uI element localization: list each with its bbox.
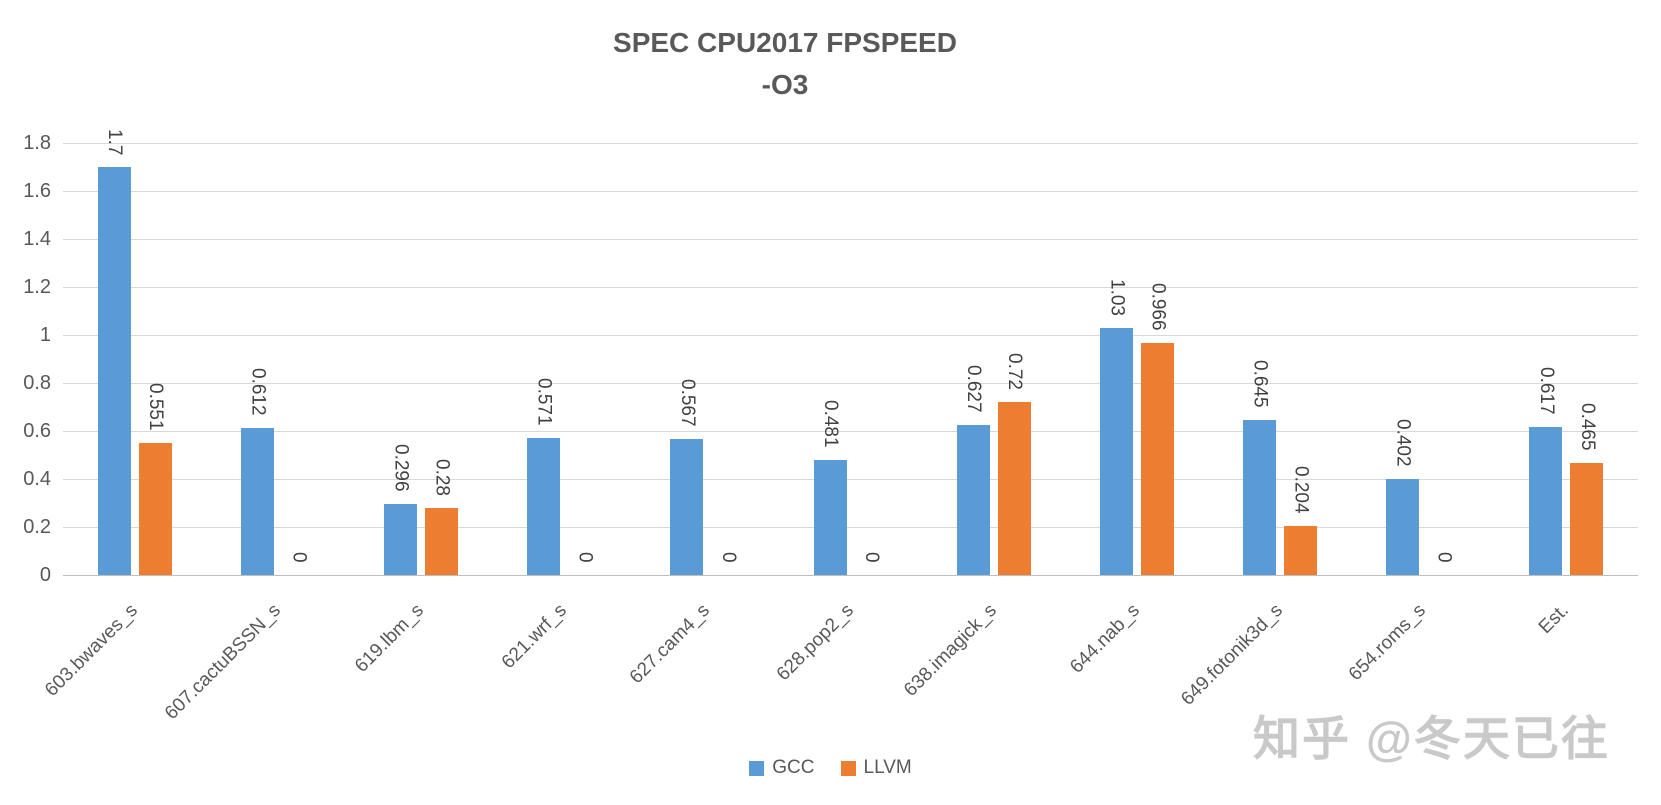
value-label-llvm-627.cam4_s: 0 — [717, 552, 739, 563]
gridline — [63, 527, 1638, 528]
legend-swatch-gcc — [749, 760, 765, 776]
value-label-llvm-638.imagick_s: 0.72 — [1004, 353, 1026, 390]
legend: GCC LLVM — [0, 757, 1661, 779]
y-tick-label: 0.2 — [23, 516, 51, 538]
value-label-llvm-607.cactuBSSN_s: 0 — [288, 552, 310, 563]
gridline — [63, 335, 1638, 336]
legend-item-gcc: GCC — [749, 757, 815, 779]
bar-gcc-649.fotonik3d_s — [1243, 420, 1277, 575]
value-label-gcc-619.lbm_s: 0.296 — [390, 444, 412, 492]
legend-label-gcc: GCC — [772, 757, 815, 778]
bar-gcc-638.imagick_s — [956, 425, 990, 575]
value-label-gcc-644.nab_s: 1.03 — [1106, 279, 1128, 316]
gridline — [63, 383, 1638, 384]
bar-llvm-603.bwaves_s — [138, 443, 172, 575]
bar-llvm-Est. — [1570, 463, 1604, 575]
value-label-gcc-603.bwaves_s: 1.7 — [104, 128, 126, 155]
bar-gcc-628.pop2_s — [813, 460, 847, 575]
y-tick-label: 1.8 — [23, 132, 51, 154]
gridline — [63, 479, 1638, 480]
bar-llvm-649.fotonik3d_s — [1284, 526, 1318, 575]
bar-llvm-638.imagick_s — [997, 402, 1031, 575]
bar-llvm-619.lbm_s — [424, 508, 458, 575]
x-axis-line — [63, 575, 1638, 576]
value-label-gcc-628.pop2_s: 0.481 — [820, 400, 841, 448]
bar-gcc-644.nab_s — [1099, 328, 1133, 575]
gridline — [63, 143, 1638, 144]
bar-gcc-627.cam4_s — [670, 439, 704, 575]
gridline — [63, 239, 1638, 240]
bar-gcc-619.lbm_s — [383, 504, 417, 575]
bar-gcc-603.bwaves_s — [97, 167, 131, 575]
value-label-gcc-621.wrf_s: 0.571 — [533, 378, 555, 426]
y-tick-label: 0.4 — [23, 468, 51, 490]
y-tick-label: 0.6 — [23, 420, 51, 442]
y-tick-label: 1.6 — [23, 180, 51, 202]
bar-gcc-607.cactuBSSN_s — [240, 428, 274, 575]
value-label-llvm-603.bwaves_s: 0.551 — [145, 383, 167, 431]
gridline — [63, 287, 1638, 288]
value-label-llvm-644.nab_s: 0.966 — [1147, 283, 1169, 331]
y-tick-label: 1.2 — [23, 276, 51, 298]
value-label-gcc-607.cactuBSSN_s: 0.612 — [247, 368, 269, 416]
value-label-gcc-638.imagick_s: 0.627 — [963, 365, 985, 413]
bar-gcc-621.wrf_s — [527, 438, 561, 575]
bar-gcc-Est. — [1529, 427, 1563, 575]
chart-title-block: SPEC CPU2017 FPSPEED -O3 — [0, 22, 1570, 106]
chart-title: SPEC CPU2017 FPSPEED — [613, 27, 957, 58]
bar-gcc-654.roms_s — [1386, 479, 1420, 575]
gridline — [63, 431, 1638, 432]
value-label-gcc-627.cam4_s: 0.567 — [676, 379, 698, 427]
y-tick-label: 1.4 — [23, 228, 51, 250]
legend-item-llvm: LLVM — [840, 757, 912, 779]
plot-area: 0 0.2 0.4 0.6 0.8 1 1.2 1.4 1.6 1.8 1.7 0.612 0.296 0… — [23, 129, 1638, 724]
bar-llvm-644.nab_s — [1140, 343, 1174, 575]
legend-swatch-llvm — [840, 760, 856, 776]
y-tick-label: 0.8 — [23, 372, 51, 394]
y-tick-label: 1 — [39, 324, 51, 346]
value-label-gcc-Est.: 0.617 — [1535, 367, 1557, 415]
value-label-gcc-649.fotonik3d_s: 0.645 — [1249, 360, 1271, 408]
gridline — [63, 191, 1638, 192]
value-label-llvm-619.lbm_s: 0.28 — [431, 459, 453, 496]
value-label-llvm-628.pop2_s: 0 — [861, 552, 882, 563]
value-label-llvm-621.wrf_s: 0 — [574, 552, 596, 563]
value-label-llvm-Est.: 0.465 — [1576, 403, 1598, 451]
value-label-llvm-649.fotonik3d_s: 0.204 — [1290, 466, 1312, 514]
y-tick-label: 0 — [39, 564, 51, 586]
chart-subtitle: -O3 — [761, 69, 809, 100]
value-label-gcc-654.roms_s: 0.402 — [1392, 419, 1414, 467]
value-label-llvm-654.roms_s: 0 — [1433, 552, 1455, 563]
legend-label-llvm: LLVM — [863, 757, 912, 778]
watermark: 知乎 @冬天已往 — [1253, 712, 1610, 765]
